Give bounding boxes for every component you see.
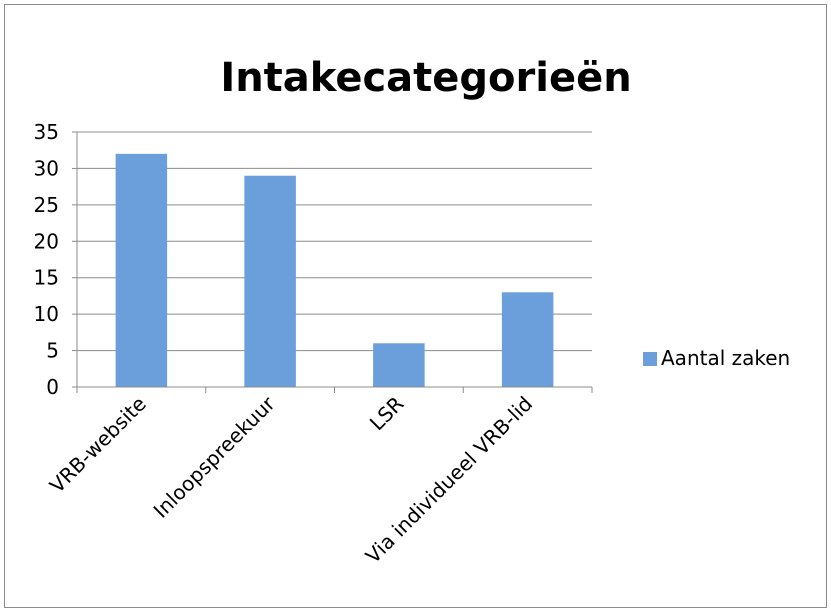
y-tick-label: 25 xyxy=(34,193,59,217)
chart-frame: Intakecategorieën 0 5 10 15 20 25 30 35 VRB-web… xyxy=(4,4,827,608)
legend-swatch xyxy=(643,352,657,366)
y-tick-label: 15 xyxy=(34,266,59,290)
x-tick-label: VRB-website xyxy=(45,392,151,498)
chart-title: Intakecategorieën xyxy=(220,55,631,101)
y-tick-label: 0 xyxy=(46,375,59,399)
y-axis-ticks: 0 5 10 15 20 25 30 35 xyxy=(34,120,77,399)
legend-label: Aantal zaken xyxy=(661,346,790,370)
bar xyxy=(373,343,425,387)
bars xyxy=(115,153,554,387)
y-tick-label: 10 xyxy=(34,302,59,326)
y-tick-label: 5 xyxy=(46,339,59,363)
y-tick-label: 20 xyxy=(34,229,59,253)
bar xyxy=(501,292,554,387)
bar xyxy=(115,153,168,387)
legend: Aantal zaken xyxy=(643,346,790,370)
y-tick-label: 35 xyxy=(34,120,59,144)
x-tick-label: Inloopspreekuur xyxy=(149,391,281,523)
bar xyxy=(244,175,296,387)
y-tick-label: 30 xyxy=(34,156,59,180)
bar-chart: Intakecategorieën 0 5 10 15 20 25 30 35 VRB-web… xyxy=(34,55,791,568)
x-tick-label: LSR xyxy=(365,391,409,435)
